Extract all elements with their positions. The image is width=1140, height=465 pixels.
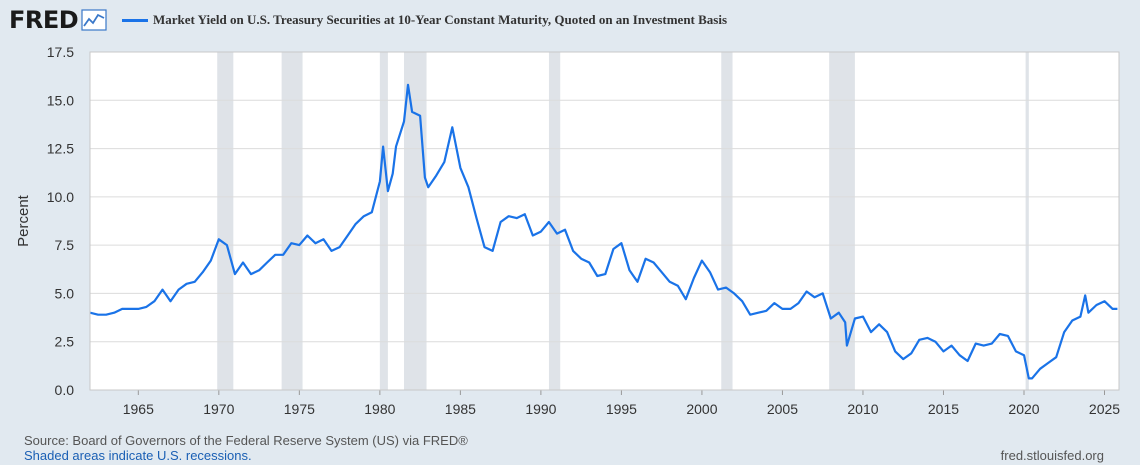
- y-tick-label: 12.5: [47, 141, 74, 157]
- recession-band-4: [548, 52, 561, 390]
- chart: 0.0 2.5 5.0 7.5 10.0 12.5 15.0 17.5 1965 1970 1975…: [15, 44, 1121, 417]
- x-tick-label: 1985: [445, 401, 476, 417]
- site-link[interactable]: fred.stlouisfed.org: [1000, 448, 1104, 463]
- plot-area: [90, 52, 1119, 390]
- chart-legend: Market Yield on U.S. Treasury Securities…: [122, 12, 727, 28]
- fred-logo[interactable]: FRED: [9, 6, 107, 34]
- axes: 0.0 2.5 5.0 7.5 10.0 12.5 15.0 17.5 1965 1970 1975…: [47, 44, 1121, 417]
- x-tick-label: 2015: [928, 401, 959, 417]
- fred-chart-icon: [81, 9, 107, 31]
- recession-band-1: [281, 52, 303, 390]
- series: [89, 83, 1118, 380]
- recession-band-5: [721, 52, 733, 390]
- y-tick-label: 5.0: [55, 285, 75, 301]
- x-tick-label: 1980: [364, 401, 395, 417]
- x-tick-label: 2020: [1008, 401, 1039, 417]
- recession-band-7: [1025, 52, 1029, 390]
- legend-swatch: [122, 18, 148, 22]
- recession-band-6: [829, 52, 855, 390]
- y-tick-label: 7.5: [55, 237, 75, 253]
- x-tick-label: 1990: [525, 401, 556, 417]
- legend-label: Market Yield on U.S. Treasury Securities…: [153, 12, 728, 27]
- y-tick-label: 2.5: [55, 334, 75, 350]
- x-tick-label: 1970: [203, 401, 234, 417]
- recession-note[interactable]: Shaded areas indicate U.S. recessions.: [24, 448, 252, 463]
- y-tick-label: 10.0: [47, 189, 74, 205]
- x-tick-label: 1965: [123, 401, 154, 417]
- x-tick-label: 1995: [606, 401, 637, 417]
- x-tick-label: 2025: [1089, 401, 1120, 417]
- x-tick-label: 1975: [284, 401, 315, 417]
- x-tick-label: 2005: [767, 401, 798, 417]
- y-axis-label: Percent: [15, 194, 32, 247]
- y-tick-label: 15.0: [47, 92, 74, 108]
- x-tick-label: 2010: [847, 401, 878, 417]
- fred-logo-text: FRED: [9, 6, 79, 34]
- source-note: Source: Board of Governors of the Federa…: [24, 433, 468, 448]
- y-tick-label: 17.5: [47, 44, 74, 60]
- plot-border: [89, 51, 1120, 391]
- y-tick-label: 0.0: [55, 382, 75, 398]
- x-tick-label: 2000: [686, 401, 717, 417]
- recession-band-3: [404, 52, 427, 390]
- recession-band-0: [217, 52, 234, 390]
- series-line-0: [89, 83, 1118, 380]
- recession-band-2: [379, 52, 388, 390]
